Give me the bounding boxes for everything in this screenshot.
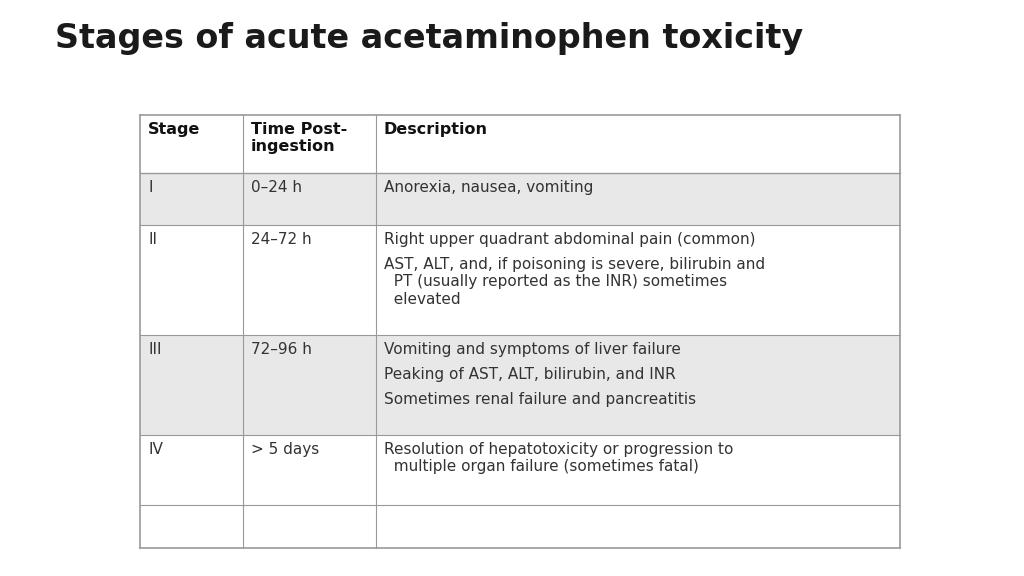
Text: III: III (148, 342, 162, 357)
Text: I: I (148, 180, 153, 195)
Text: 72–96 h: 72–96 h (251, 342, 311, 357)
Text: Stages of acute acetaminophen toxicity: Stages of acute acetaminophen toxicity (55, 22, 803, 55)
Text: Time Post-
ingestion: Time Post- ingestion (251, 122, 347, 154)
Text: 0–24 h: 0–24 h (251, 180, 302, 195)
Text: Peaking of AST, ALT, bilirubin, and INR: Peaking of AST, ALT, bilirubin, and INR (384, 367, 676, 382)
Text: IV: IV (148, 442, 163, 457)
Text: 24–72 h: 24–72 h (251, 232, 311, 247)
Text: II: II (148, 232, 158, 247)
Text: AST, ALT, and, if poisoning is severe, bilirubin and
  PT (usually reported as t: AST, ALT, and, if poisoning is severe, b… (384, 257, 765, 306)
Text: > 5 days: > 5 days (251, 442, 319, 457)
Text: Vomiting and symptoms of liver failure: Vomiting and symptoms of liver failure (384, 342, 681, 357)
Text: Resolution of hepatotoxicity or progression to
  multiple organ failure (sometim: Resolution of hepatotoxicity or progress… (384, 442, 733, 474)
Text: Stage: Stage (148, 122, 201, 137)
Text: Description: Description (384, 122, 487, 137)
Text: Sometimes renal failure and pancreatitis: Sometimes renal failure and pancreatitis (384, 392, 696, 407)
Text: Right upper quadrant abdominal pain (common): Right upper quadrant abdominal pain (com… (384, 232, 756, 247)
Text: Anorexia, nausea, vomiting: Anorexia, nausea, vomiting (384, 180, 593, 195)
